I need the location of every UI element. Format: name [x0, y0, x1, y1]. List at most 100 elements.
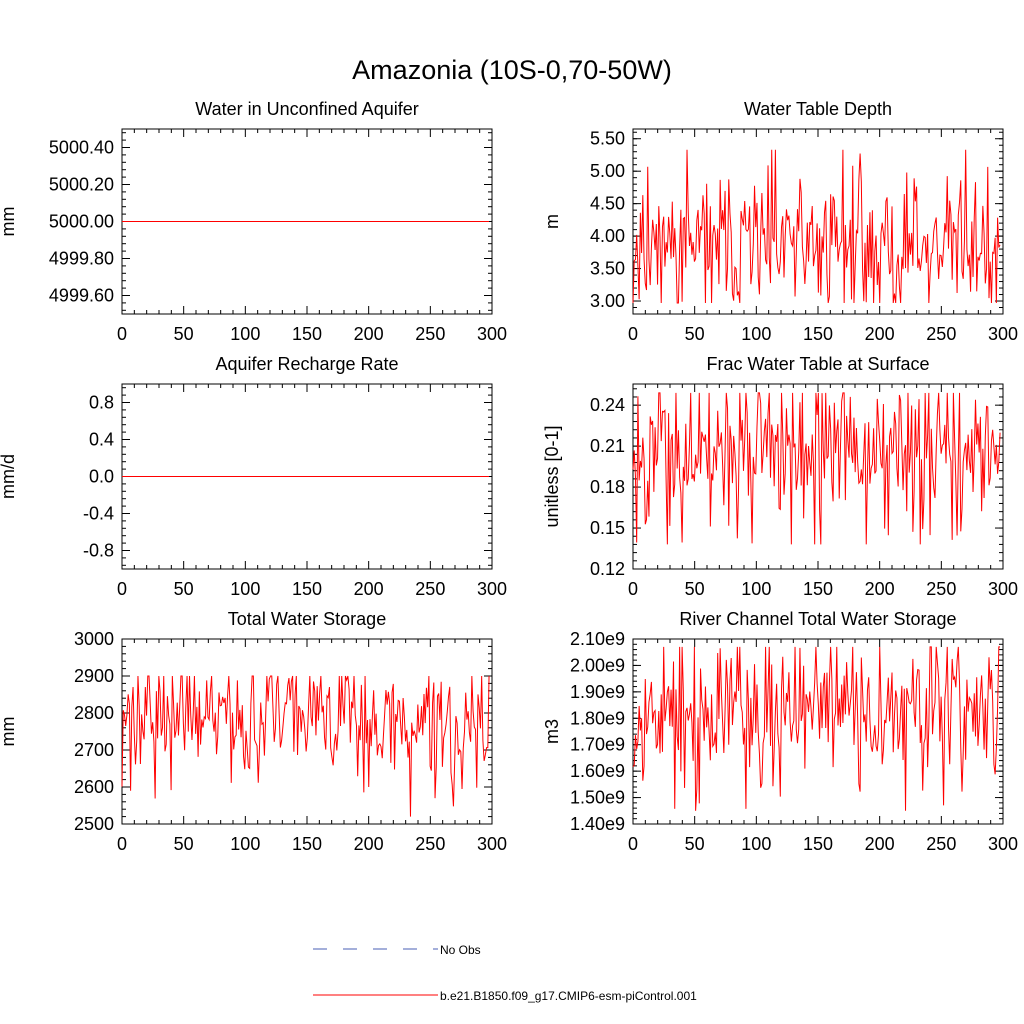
x-tick-label: 150 [803, 324, 833, 344]
y-tick-label: 4999.60 [49, 286, 114, 306]
panel-title: Total Water Storage [228, 609, 386, 629]
x-tick-label: 100 [741, 834, 771, 854]
y-tick-label: 0.15 [590, 518, 625, 538]
y-tick-label: 4.00 [590, 226, 625, 246]
y-tick-label: 1.60e9 [570, 761, 625, 781]
series-line [632, 392, 1001, 545]
x-tick-label: 100 [230, 324, 260, 344]
x-tick-label: 300 [988, 834, 1018, 854]
x-tick-label: 300 [477, 579, 507, 599]
x-tick-label: 200 [354, 324, 384, 344]
y-tick-label: 2500 [74, 814, 114, 834]
y-axis-label: mm [0, 207, 18, 237]
x-tick-label: 100 [741, 324, 771, 344]
panel-2: Water Table Depth m 0 50 100 150 200 250 300 3.00… [542, 99, 1018, 344]
x-tick-label: 50 [174, 834, 194, 854]
x-tick-label: 200 [354, 579, 384, 599]
x-tick-label: 50 [685, 324, 705, 344]
x-tick-label: 50 [174, 324, 194, 344]
x-tick-label: 200 [354, 834, 384, 854]
x-tick-label: 250 [415, 579, 445, 599]
x-tick-label: 100 [230, 834, 260, 854]
x-tick-label: 50 [174, 579, 194, 599]
y-tick-label: -0.4 [83, 504, 114, 524]
y-tick-label: 3.50 [590, 259, 625, 279]
x-tick-label: 150 [292, 324, 322, 344]
y-tick-label: 0.12 [590, 559, 625, 579]
x-tick-label: 300 [477, 834, 507, 854]
panel-4: Frac Water Table at Surface unitless [0-1… [542, 354, 1018, 599]
y-axis-label: mm/d [0, 454, 18, 499]
panels: Water in Unconfined Aquifer mm 0 50 100 150 20… [0, 99, 1018, 854]
y-tick-label: 1.70e9 [570, 735, 625, 755]
panel-title: Water Table Depth [744, 99, 892, 119]
y-tick-label: 5.50 [590, 129, 625, 149]
legend: No Obs b.e21.B1850.f09_g17.CMIP6-esm-piC… [313, 943, 697, 1003]
y-tick-label: 5000.00 [49, 212, 114, 232]
panel-3: Aquifer Recharge Rate mm/d 0 50 100 150 200 250… [0, 354, 507, 599]
x-tick-label: 200 [865, 324, 895, 344]
x-tick-label: 200 [865, 834, 895, 854]
y-tick-label: 3000 [74, 629, 114, 649]
x-tick-label: 250 [926, 579, 956, 599]
panel-title: Aquifer Recharge Rate [215, 354, 398, 374]
x-tick-label: 0 [628, 579, 638, 599]
y-tick-label: 5000.40 [49, 138, 114, 158]
y-axis-label: m [542, 214, 562, 229]
y-tick-label: 1.80e9 [570, 708, 625, 728]
legend-label-model: b.e21.B1850.f09_g17.CMIP6-esm-piControl.… [440, 989, 697, 1003]
y-tick-label: 0.0 [89, 467, 114, 487]
y-tick-label: 4999.80 [49, 249, 114, 269]
y-tick-label: 5000.20 [49, 175, 114, 195]
x-tick-label: 300 [988, 324, 1018, 344]
y-tick-label: 1.90e9 [570, 682, 625, 702]
figure-title: Amazonia (10S-0,70-50W) [352, 55, 672, 85]
y-tick-label: 1.50e9 [570, 788, 625, 808]
y-tick-label: 0.18 [590, 477, 625, 497]
y-axis-label: mm [0, 717, 18, 747]
series-line [632, 646, 1001, 811]
y-tick-label: 2.10e9 [570, 629, 625, 649]
x-tick-label: 300 [477, 324, 507, 344]
x-tick-label: 150 [292, 834, 322, 854]
panel-title: Frac Water Table at Surface [706, 354, 929, 374]
panel-1: Water in Unconfined Aquifer mm 0 50 100 150 20… [0, 99, 507, 344]
series-line [121, 675, 490, 817]
y-axis-label: unitless [0-1] [542, 425, 562, 527]
x-tick-label: 250 [926, 324, 956, 344]
y-tick-label: 0.4 [89, 430, 114, 450]
y-tick-label: 3.00 [590, 291, 625, 311]
panel-title: Water in Unconfined Aquifer [195, 99, 418, 119]
panel-5: Total Water Storage mm 0 50 100 150 200 250 300 2… [0, 609, 507, 854]
y-tick-label: 2600 [74, 777, 114, 797]
y-axis-label: m3 [542, 719, 562, 744]
panel-title: River Channel Total Water Storage [679, 609, 956, 629]
y-tick-label: 2.00e9 [570, 655, 625, 675]
x-tick-label: 0 [628, 324, 638, 344]
x-tick-label: 100 [741, 579, 771, 599]
y-tick-label: 2800 [74, 703, 114, 723]
y-tick-label: 2700 [74, 740, 114, 760]
x-tick-label: 150 [803, 834, 833, 854]
y-tick-label: 0.21 [590, 436, 625, 456]
y-tick-label: 5.00 [590, 161, 625, 181]
y-tick-label: 0.8 [89, 393, 114, 413]
y-tick-label: 2900 [74, 666, 114, 686]
x-tick-label: 100 [230, 579, 260, 599]
y-tick-label: 1.40e9 [570, 814, 625, 834]
y-tick-label: 4.50 [590, 194, 625, 214]
x-tick-label: 300 [988, 579, 1018, 599]
legend-label-no-obs: No Obs [440, 943, 481, 957]
x-tick-label: 250 [415, 834, 445, 854]
x-tick-label: 200 [865, 579, 895, 599]
x-tick-label: 0 [117, 324, 127, 344]
x-tick-label: 150 [292, 579, 322, 599]
x-tick-label: 50 [685, 579, 705, 599]
x-tick-label: 0 [628, 834, 638, 854]
x-tick-label: 50 [685, 834, 705, 854]
panel-6: River Channel Total Water Storage m3 0 50 10… [542, 609, 1018, 854]
y-tick-label: 0.24 [590, 395, 625, 415]
x-tick-label: 0 [117, 834, 127, 854]
y-tick-label: -0.8 [83, 541, 114, 561]
